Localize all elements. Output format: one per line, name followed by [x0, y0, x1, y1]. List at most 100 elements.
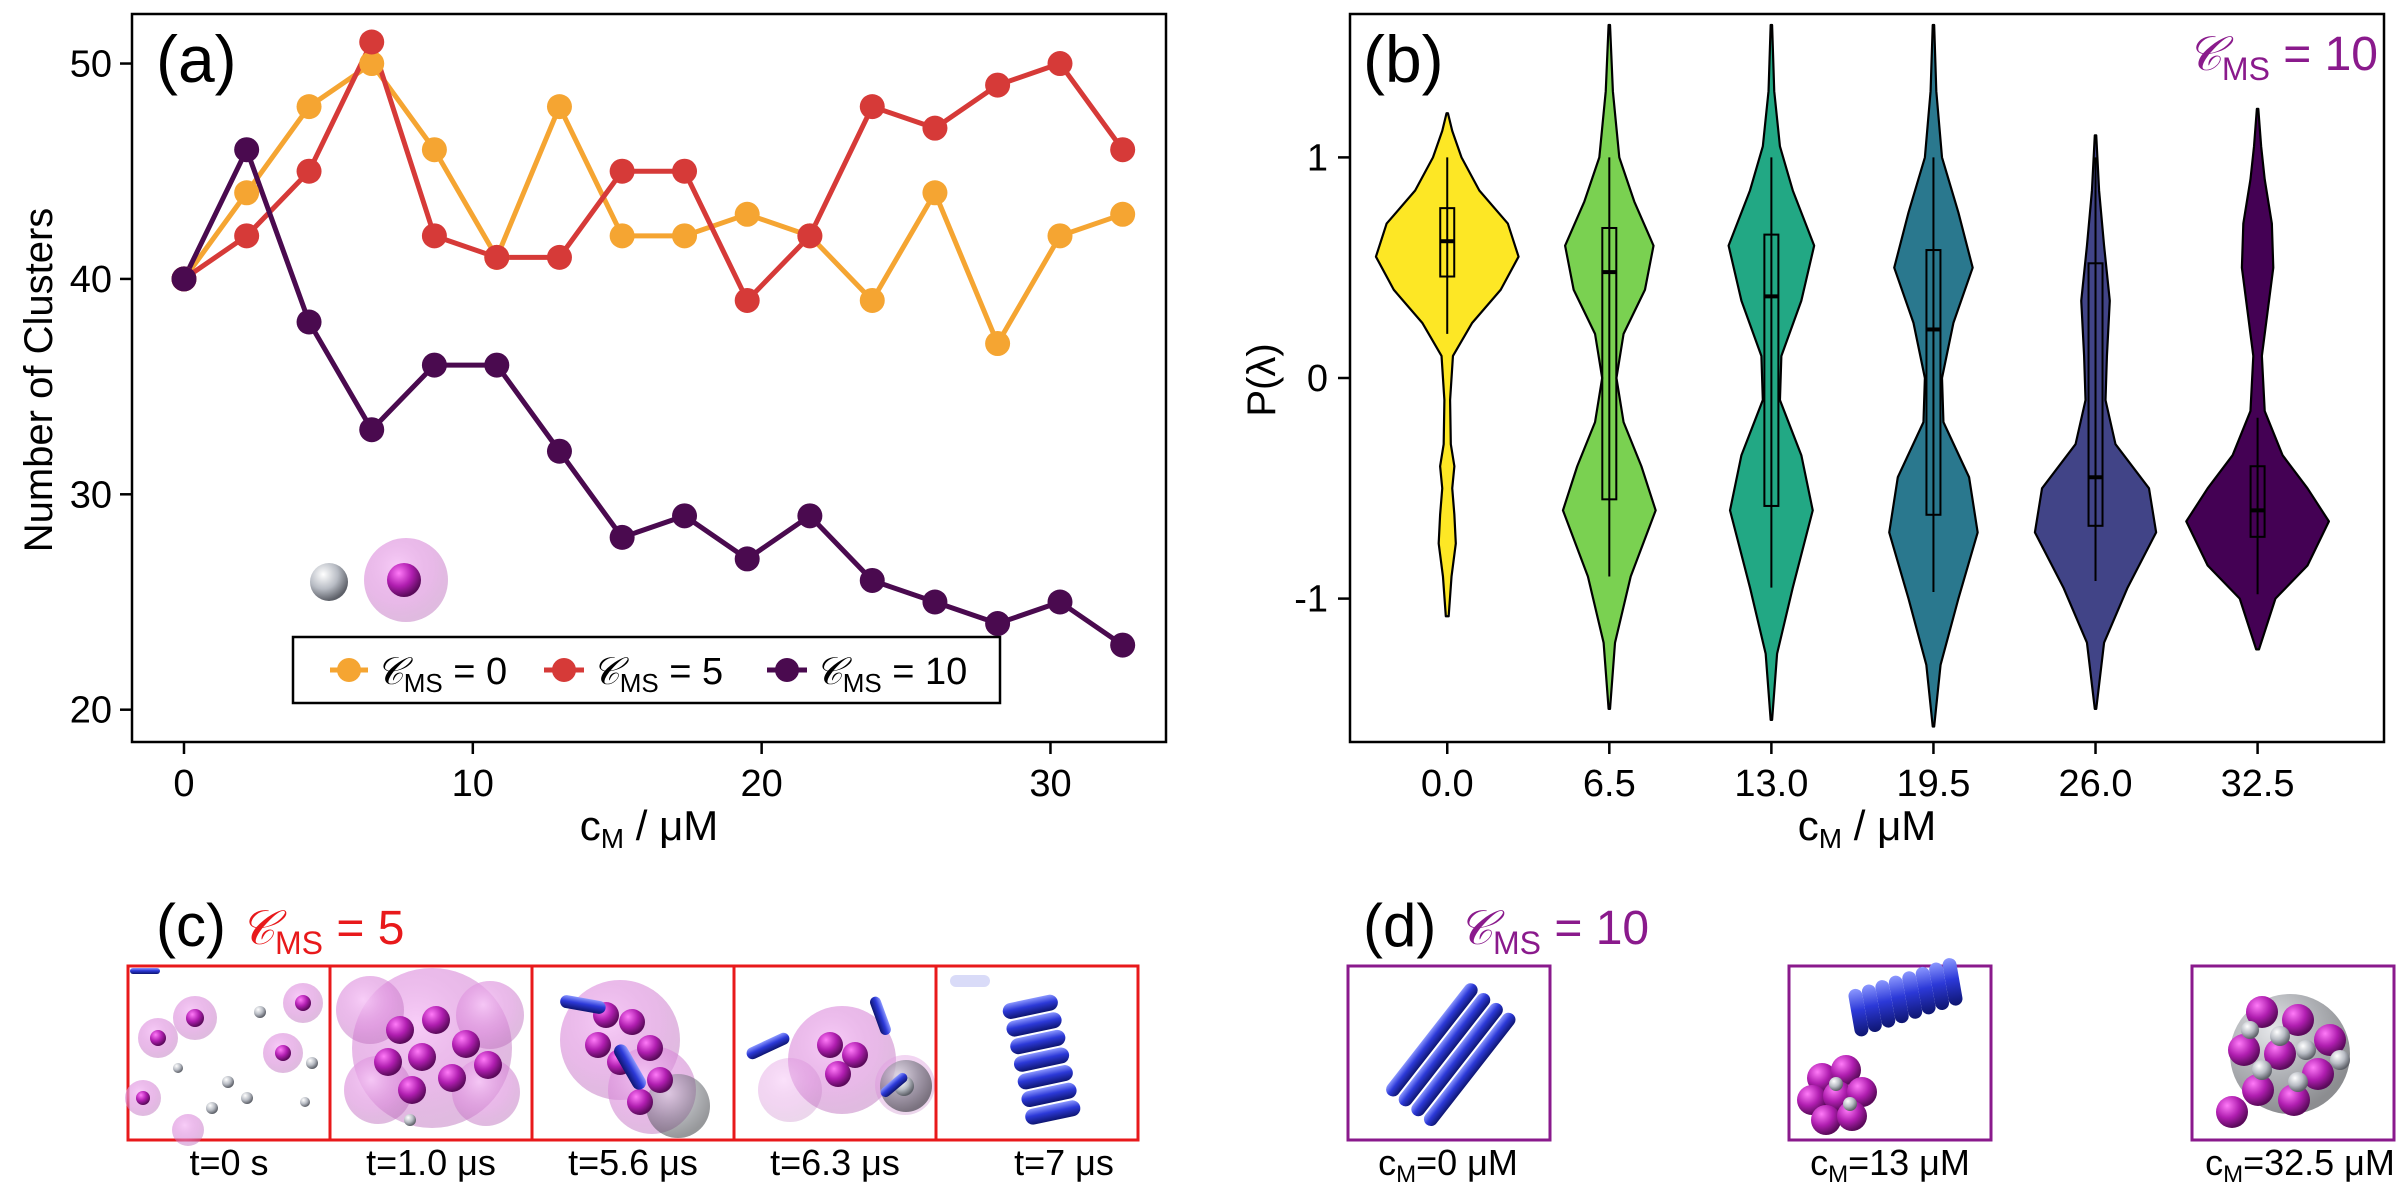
violin-box [2249, 465, 2266, 538]
data-point-cms10 [985, 611, 1011, 637]
snapshot-frame-t4 [934, 964, 1140, 1142]
panel-c-title: 𝒞MS = 5 [240, 902, 404, 961]
violin-0.0 [1374, 112, 1520, 618]
data-point-cms5 [484, 244, 510, 270]
panel-b-label: (b) [1363, 22, 1444, 96]
snapshot-caption-t3: t=6.3 μs [770, 1142, 900, 1183]
violin-26.0 [2033, 134, 2158, 711]
violin-box [2087, 262, 2104, 527]
data-point-cms0 [672, 223, 698, 249]
data-point-cms10 [421, 352, 447, 378]
svg-text:𝒞MS = 5: 𝒞MS = 5 [592, 651, 723, 698]
data-point-cms5 [609, 158, 635, 184]
data-point-cms10 [171, 266, 197, 292]
panel-b-x-tick-label: 19.5 [1896, 763, 1970, 805]
panel-a-x-axis-label: cM / μM [580, 802, 719, 854]
data-point-cms5 [359, 29, 385, 55]
data-point-cms10 [922, 589, 948, 615]
violin-32.5 [2185, 107, 2330, 651]
violin-box [1763, 233, 1780, 507]
data-point-cms5 [546, 244, 572, 270]
legend-item-cms0: 𝒞MS = 0 [330, 651, 507, 698]
panel-a-y-tick-label: 50 [70, 44, 112, 86]
panel-d-label: (d) [1363, 892, 1436, 959]
snapshot-caption-t0: t=0 s [189, 1142, 268, 1183]
data-point-cms10 [546, 438, 572, 464]
data-point-cms0 [421, 137, 447, 163]
panel-b-x-tick-label: 13.0 [1734, 763, 1808, 805]
panel-b-plot-frame [1348, 12, 2386, 744]
data-point-cms5 [734, 287, 760, 313]
panel-b-x-tick-label: 6.5 [1583, 763, 1636, 805]
panel-b-x-axis-label: cM / μM [1798, 802, 1937, 854]
violin-19.5 [1888, 23, 1979, 728]
panel-a-x-tick-label: 0 [173, 763, 194, 805]
data-point-cms5 [859, 94, 885, 120]
data-point-cms0 [546, 94, 572, 120]
data-point-cms10 [296, 309, 322, 335]
data-point-cms10 [609, 524, 635, 550]
violin-body [2185, 107, 2330, 651]
data-point-cms0 [359, 51, 385, 77]
data-point-cms0 [859, 287, 885, 313]
snapshot-frame-t3 [732, 964, 938, 1142]
data-point-cms0 [922, 180, 948, 206]
data-point-cms5 [985, 72, 1011, 98]
panel-a-x-tick-label: 10 [452, 763, 494, 805]
data-point-cms5 [922, 115, 948, 141]
panel-b-x-tick-label: 32.5 [2221, 763, 2295, 805]
data-point-cms0 [1047, 223, 1073, 249]
cluster-inset-icon [310, 538, 448, 622]
data-point-cms5 [797, 223, 823, 249]
data-point-cms0 [985, 331, 1011, 357]
snapshot-frame-cm0 [1346, 964, 1552, 1142]
data-point-cms0 [609, 223, 635, 249]
panel-a-plot-frame [130, 12, 1168, 744]
violin-6.5 [1561, 23, 1657, 711]
data-point-cms10 [734, 546, 760, 572]
snapshot-frame-t2 [530, 964, 736, 1142]
panel-b-violin-chart: 0.0 6.5 13.0 19.5 26.0 32.510-1 (b) 𝒞MS = 10 … [1240, 12, 2386, 854]
violin-body [1374, 112, 1520, 618]
panel-a-x-tick-label: 20 [741, 763, 783, 805]
data-point-cms5 [234, 223, 260, 249]
data-point-cms10 [1110, 632, 1136, 658]
snapshot-frame-t0 [125, 964, 332, 1146]
panel-a-label: (a) [156, 22, 237, 96]
data-point-cms10 [672, 503, 698, 529]
panel-a-y-tick-label: 30 [70, 474, 112, 516]
snapshot-caption-t4: t=7 μs [1014, 1142, 1114, 1183]
snapshot-caption-cm13: cM=13 μM [1810, 1142, 1970, 1187]
data-point-cms10 [797, 503, 823, 529]
snapshot-caption-t2: t=5.6 μs [568, 1142, 698, 1183]
violin-box [1925, 249, 1942, 516]
legend-item-cms10: 𝒞MS = 10 [767, 651, 967, 698]
panel-b-annotation: 𝒞MS = 10 [2187, 28, 2378, 87]
data-point-cms5 [1047, 51, 1073, 77]
panel-c-label: (c) [156, 892, 226, 959]
data-point-cms0 [296, 94, 322, 120]
panel-d-title: 𝒞MS = 10 [1458, 902, 1649, 961]
panel-b-x-tick-label: 0.0 [1421, 763, 1474, 805]
data-point-cms5 [296, 158, 322, 184]
panel-b-y-tick-label: -1 [1294, 579, 1328, 621]
data-point-cms0 [1110, 201, 1136, 227]
snapshot-caption-cm0: cM=0 μM [1378, 1142, 1518, 1187]
panel-a-y-tick-label: 20 [70, 690, 112, 732]
panel-a-legend: 𝒞MS = 0 𝒞MS = 5 𝒞MS = 10 [291, 635, 1002, 705]
snapshot-caption-t1: t=1.0 μs [366, 1142, 496, 1183]
panel-d-snapshots: (d) 𝒞MS = 10 [1346, 892, 2396, 1187]
series-line-cms0 [181, 61, 1124, 347]
snapshot-frame-cm13 [1787, 958, 1993, 1142]
data-point-cms0 [734, 201, 760, 227]
series-line-cms10 [181, 147, 1125, 648]
data-point-cms10 [234, 137, 260, 163]
snapshot-caption-cm32: cM=32.5 μM [2205, 1142, 2395, 1187]
panel-b-x-tick-label: 26.0 [2059, 763, 2133, 805]
legend-item-cms5: 𝒞MS = 5 [544, 651, 723, 698]
data-point-cms5 [421, 223, 447, 249]
svg-text:𝒞MS = 10: 𝒞MS = 10 [815, 651, 967, 698]
panel-a-line-chart: 0 10 20 30 20 30 40 50 (a) Number of Clusters c… [17, 12, 1168, 854]
panel-b-y-axis-label: P(λ) [1240, 343, 1284, 416]
